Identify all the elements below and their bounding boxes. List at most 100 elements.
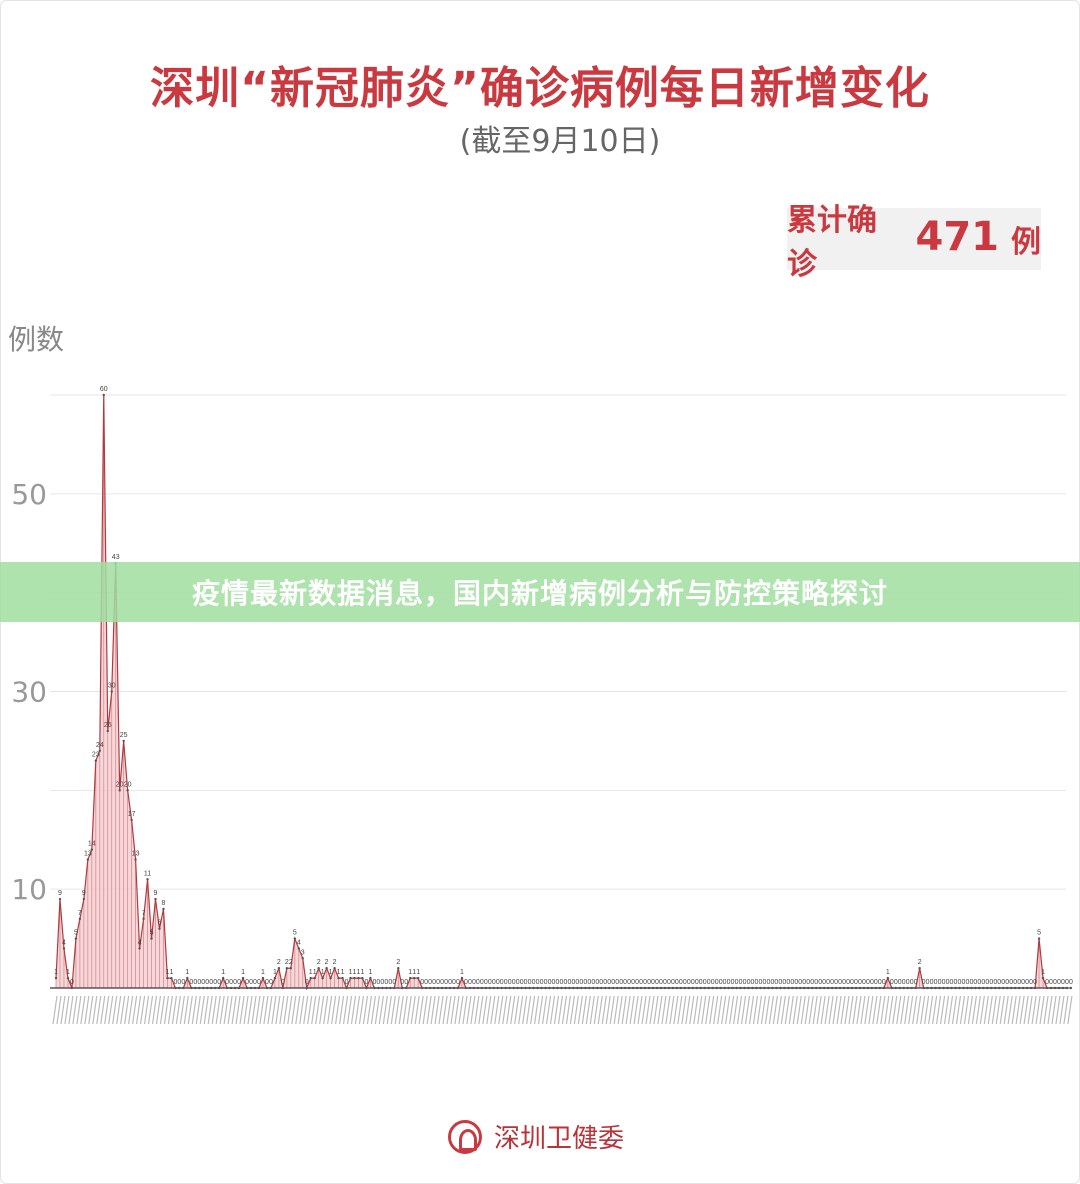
data-point (970, 986, 973, 990)
x-tick-mark (928, 995, 934, 1025)
data-point (548, 986, 551, 990)
data-point (345, 986, 348, 990)
x-tick-mark (291, 995, 297, 1025)
data-label: 0 (751, 979, 755, 986)
data-point (608, 986, 611, 990)
x-tick-mark (808, 995, 814, 1025)
data-label: 0 (997, 979, 1001, 986)
x-tick-mark (896, 995, 902, 1025)
data-point (66, 976, 70, 980)
data-label: 0 (930, 979, 934, 986)
data-label: 0 (862, 979, 866, 986)
data-point (1069, 986, 1073, 990)
data-label: 0 (197, 979, 201, 986)
data-point (830, 986, 834, 990)
data-point (178, 986, 181, 990)
x-tick-mark (768, 995, 774, 1025)
x-tick-mark (569, 995, 575, 1025)
data-point (365, 986, 368, 990)
data-point (532, 986, 535, 990)
data-point (731, 986, 734, 990)
x-tick-mark (760, 995, 767, 1025)
data-label: 0 (854, 979, 858, 986)
data-label: 0 (595, 979, 599, 986)
data-label: 0 (392, 979, 396, 986)
x-tick-mark (327, 995, 333, 1025)
data-label: 7 (78, 910, 82, 917)
x-tick-mark (1035, 995, 1041, 1025)
data-point (814, 986, 818, 990)
data-point (516, 986, 519, 990)
data-label: 0 (428, 979, 432, 986)
data-point (1057, 986, 1061, 990)
data-label: 0 (444, 979, 448, 986)
data-point (82, 897, 86, 901)
data-label: 0 (575, 979, 579, 986)
data-point (397, 967, 400, 970)
x-tick-mark (955, 995, 962, 1025)
data-label: 0 (603, 979, 607, 986)
data-point (305, 986, 308, 990)
x-tick-mark (1023, 995, 1029, 1025)
data-point (170, 976, 173, 980)
data-point (70, 986, 74, 990)
data-label: 0 (977, 979, 981, 986)
data-label: 9 (58, 890, 62, 897)
data-label: 0 (253, 979, 257, 986)
x-tick-mark (565, 995, 572, 1025)
data-label: 0 (472, 979, 476, 986)
data-point (476, 986, 480, 990)
data-label: 0 (826, 979, 830, 986)
data-point (237, 986, 241, 990)
data-point (834, 986, 838, 990)
data-point (998, 986, 1001, 990)
x-tick-mark (446, 995, 452, 1025)
data-label: 0 (1049, 979, 1053, 986)
data-point (329, 976, 332, 980)
data-point (735, 986, 738, 990)
data-label: 0 (814, 979, 818, 986)
x-tick-mark (56, 995, 62, 1025)
data-point (667, 986, 671, 990)
data-label: 0 (420, 979, 424, 986)
data-point (401, 986, 404, 990)
data-point (990, 986, 993, 990)
data-label: 0 (552, 979, 556, 986)
data-label: 0 (993, 979, 997, 986)
x-tick-mark (406, 995, 412, 1025)
data-label: 13 (84, 851, 92, 858)
x-tick-mark (732, 995, 739, 1025)
x-tick-mark (987, 995, 993, 1025)
data-point (361, 976, 364, 980)
x-tick-mark (1031, 995, 1037, 1025)
x-tick-mark (422, 995, 428, 1025)
x-tick-mark (155, 995, 162, 1025)
data-label: 2 (325, 959, 329, 966)
data-label: 0 (934, 979, 938, 986)
data-point (524, 986, 527, 990)
x-tick-mark (163, 995, 170, 1025)
x-tick-mark (812, 995, 818, 1025)
data-point (727, 986, 730, 990)
data-label: 0 (1009, 979, 1013, 986)
total-value: 471 (915, 214, 1000, 260)
x-tick-mark (840, 995, 846, 1025)
x-tick-mark (772, 995, 778, 1025)
x-tick-mark (390, 995, 396, 1025)
data-label: 0 (233, 979, 237, 986)
x-tick-mark (518, 995, 524, 1025)
x-tick-mark (721, 995, 727, 1025)
data-label: 0 (635, 979, 639, 986)
data-point (269, 986, 273, 990)
data-label: 0 (492, 979, 496, 986)
data-label: 0 (540, 979, 544, 986)
x-tick-mark (470, 995, 476, 1025)
x-tick-mark (792, 995, 798, 1025)
data-point (130, 818, 133, 822)
data-point (986, 986, 989, 990)
data-point (902, 986, 905, 990)
chart-subtitle: (截至9月10日) (459, 124, 661, 159)
x-tick-mark (430, 995, 436, 1025)
data-label: 1 (313, 969, 317, 976)
x-tick-mark (832, 995, 838, 1025)
